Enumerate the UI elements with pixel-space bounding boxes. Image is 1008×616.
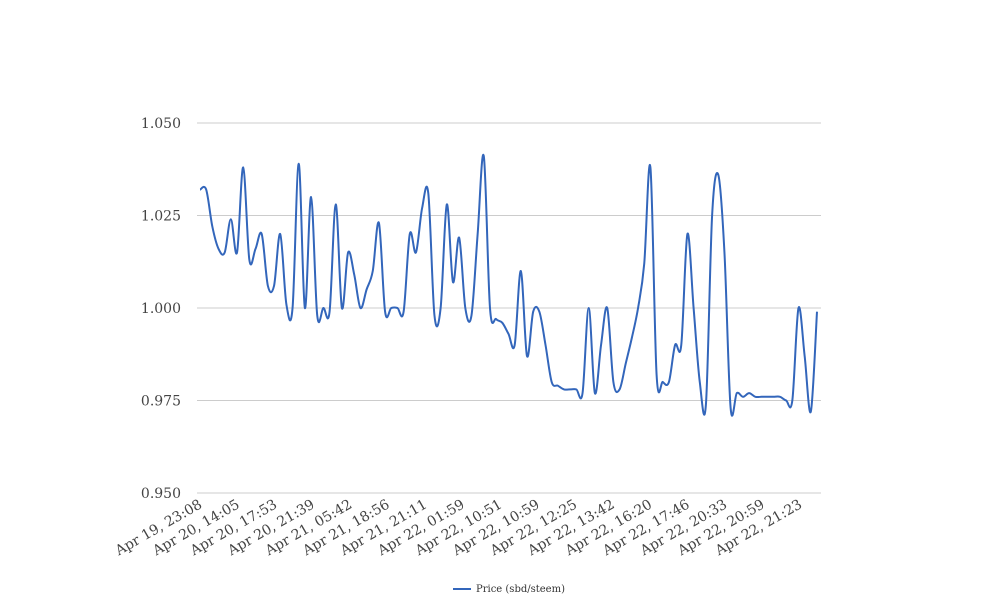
y-tick-label: 0.950: [141, 486, 181, 502]
y-tick-label: 0.975: [141, 394, 181, 410]
legend: Price (sbd/steem): [453, 584, 565, 595]
series-line-price: [199, 153, 818, 417]
y-tick-label: 1.000: [141, 301, 181, 317]
y-axis-ticks: 0.950 0.975 1.000 1.025 1.050: [141, 116, 181, 502]
y-tick-label: 1.050: [141, 116, 181, 132]
series-layer: [199, 153, 818, 417]
y-tick-label: 1.025: [141, 209, 181, 225]
legend-label-price: Price (sbd/steem): [476, 584, 565, 595]
